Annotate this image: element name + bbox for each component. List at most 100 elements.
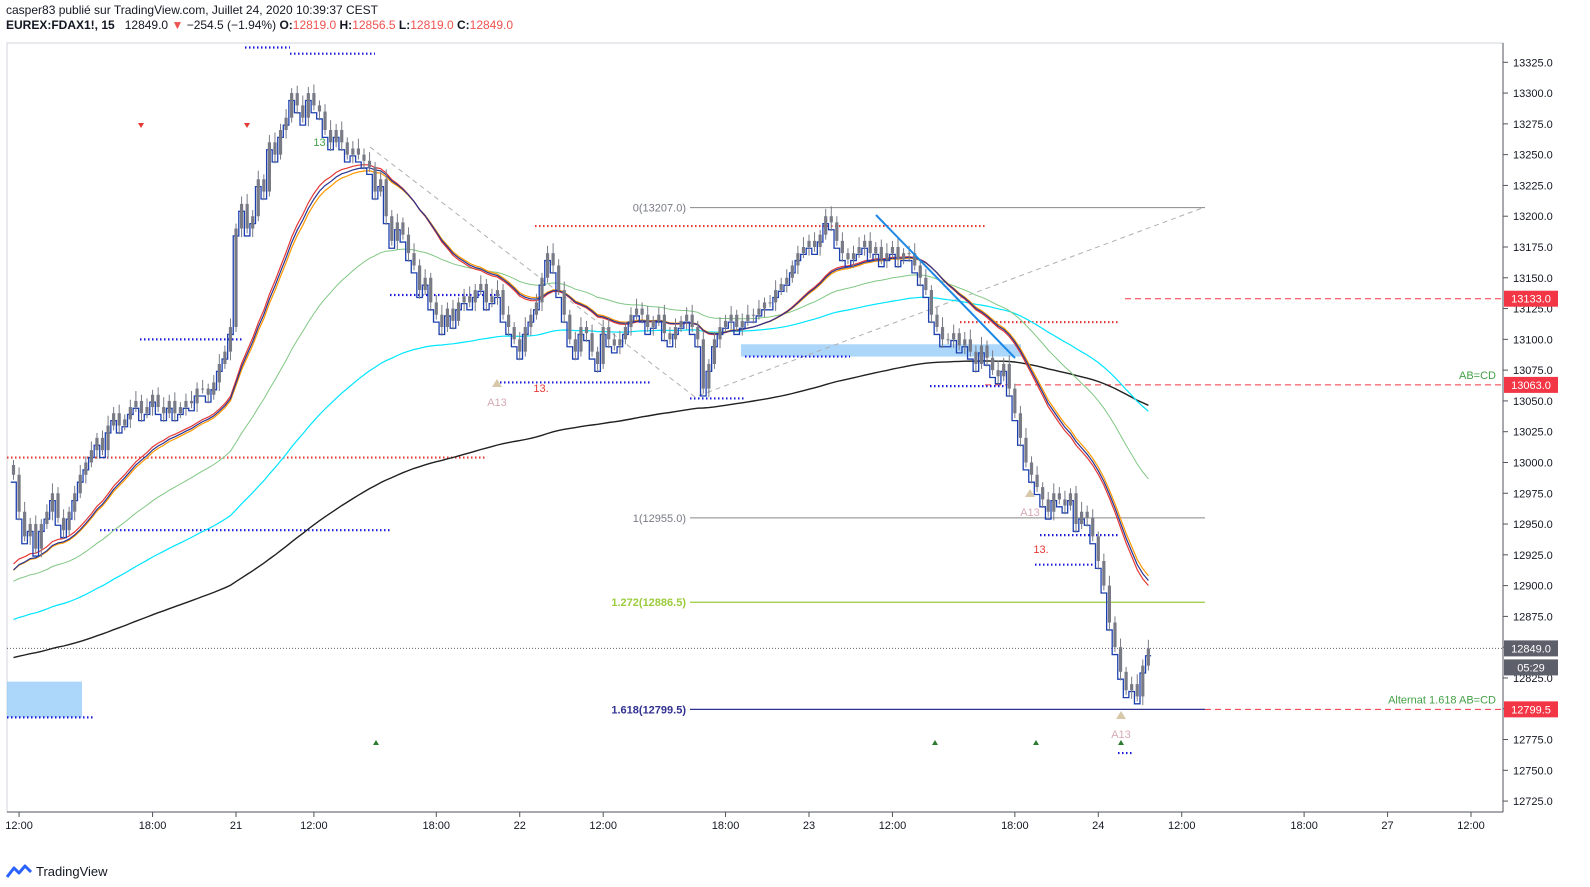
- x-tick-label: 12:00: [879, 820, 907, 832]
- candle-body: [868, 240, 872, 254]
- candle-body: [328, 130, 333, 143]
- price-change: −254.5 (−1.94%): [186, 18, 277, 32]
- candle-body: [373, 166, 377, 192]
- high-label: H:: [339, 18, 353, 32]
- y-tick-label: 13050.0: [1513, 396, 1553, 408]
- candle-body: [1046, 499, 1050, 512]
- candle-body: [340, 130, 344, 143]
- candle-body: [262, 179, 266, 192]
- y-tick-label: 13325.0: [1513, 57, 1553, 69]
- candle-body: [768, 302, 772, 304]
- candle-body: [484, 283, 488, 303]
- candle-body: [1007, 363, 1011, 389]
- candle-body: [584, 327, 589, 334]
- candle-body: [223, 351, 227, 364]
- candle-body: [785, 277, 789, 284]
- candle-body: [996, 370, 1000, 377]
- candle-body: [334, 130, 338, 143]
- candle-body: [295, 93, 299, 106]
- price-tag: [1504, 659, 1558, 676]
- candle-body: [17, 474, 21, 512]
- candle-body: [896, 246, 900, 260]
- a13-label: A13: [487, 397, 507, 409]
- candle-body: [1096, 536, 1100, 561]
- candle-body: [1113, 622, 1117, 648]
- candle-body: [173, 400, 177, 414]
- candle-body: [212, 382, 216, 395]
- candle-body: [623, 327, 628, 340]
- buy-arrow-marker: [1118, 740, 1124, 745]
- candle-body: [1041, 487, 1045, 500]
- candle-body: [529, 314, 533, 328]
- ema-50-line: [13, 248, 1149, 582]
- symbol-label[interactable]: EUREX:FDAX1!, 15: [6, 18, 115, 32]
- candle-body: [61, 517, 66, 531]
- candle-body: [774, 290, 778, 303]
- candle-body: [11, 464, 16, 475]
- candle-body: [123, 419, 127, 426]
- candle-body: [201, 388, 205, 390]
- x-tick-label: 18:00: [1290, 820, 1318, 832]
- x-tick-label: 12:00: [1168, 820, 1196, 832]
- ema-20-line: [13, 164, 1149, 586]
- candle-body: [73, 493, 77, 512]
- candle-body: [290, 93, 294, 118]
- candle-body: [1079, 511, 1084, 525]
- candle-body: [829, 216, 833, 223]
- candle-body: [195, 388, 199, 404]
- candle-body: [440, 314, 444, 328]
- y-tick-label: 12950.0: [1513, 519, 1553, 531]
- candle-body: [913, 253, 917, 266]
- fib-label-1618: 1.618(12799.5): [611, 704, 686, 716]
- candle-body: [1107, 585, 1112, 623]
- candle-body: [356, 148, 361, 155]
- candle-body: [618, 339, 622, 346]
- candle-body: [601, 327, 605, 364]
- candle-body: [89, 450, 93, 463]
- candle-body: [846, 253, 850, 260]
- ema-200-line: [13, 360, 1149, 659]
- buy-arrow-marker: [1033, 740, 1039, 745]
- candle-body: [456, 302, 461, 321]
- candle-body: [117, 413, 121, 426]
- x-tick-label: 18:00: [423, 820, 451, 832]
- candle-body: [1102, 560, 1106, 586]
- candle-body: [579, 327, 583, 352]
- x-tick-label: 18:00: [1001, 820, 1029, 832]
- sell-arrow-marker: [138, 123, 144, 128]
- candle-body: [646, 314, 650, 328]
- alt-abcd-label: Alternat 1.618 AB=CD: [1388, 694, 1496, 706]
- y-tick-label: 12900.0: [1513, 581, 1553, 593]
- candle-body: [863, 240, 867, 247]
- candle-body: [952, 333, 956, 340]
- candle-body: [796, 253, 800, 266]
- tradingview-logo-icon: [6, 864, 32, 878]
- candle-body: [1085, 511, 1089, 518]
- price-tag-label: 13133.0: [1511, 294, 1551, 306]
- candle-body: [762, 302, 767, 309]
- candle-body: [1146, 648, 1150, 666]
- candle-body: [534, 302, 539, 315]
- candle-body: [1002, 363, 1006, 377]
- candle-body: [45, 511, 49, 525]
- candle-body: [423, 277, 427, 291]
- x-tick-label: 27: [1381, 820, 1393, 832]
- candle-body: [857, 246, 861, 254]
- candle-body: [562, 290, 566, 315]
- candle-body: [812, 240, 817, 247]
- candle-body: [490, 296, 494, 303]
- a13-triangle-marker: [1025, 489, 1035, 497]
- candle-body: [367, 160, 372, 167]
- candle-body: [429, 277, 433, 303]
- candle-body: [301, 105, 305, 118]
- candle-body: [417, 265, 422, 291]
- candle-body: [34, 524, 38, 549]
- candle-body: [629, 314, 633, 328]
- y-tick-label: 12925.0: [1513, 550, 1553, 562]
- candle-body: [39, 524, 43, 549]
- down-arrow-icon: ▼: [171, 18, 184, 32]
- candle-body: [100, 437, 105, 451]
- close-value: 12849.0: [469, 18, 514, 32]
- price-tag: [1504, 640, 1558, 657]
